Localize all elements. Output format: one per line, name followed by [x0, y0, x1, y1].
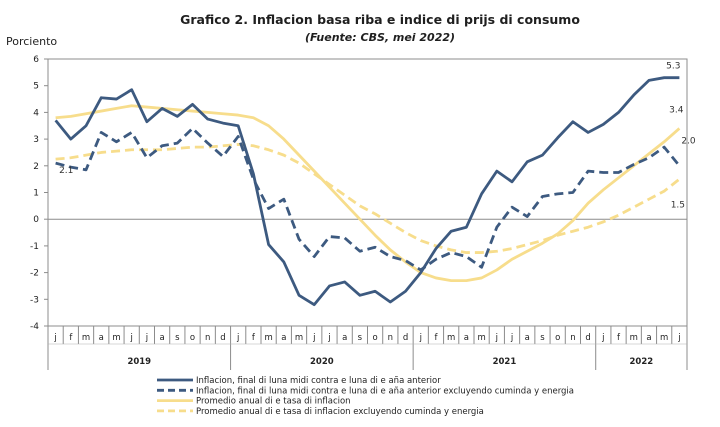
year-label: 2021 [493, 357, 517, 367]
y-tick-label: -2 [30, 269, 39, 279]
y-tick-label: 6 [33, 55, 39, 65]
month-tick-label: f [252, 333, 256, 343]
y-tick-label: -3 [30, 295, 39, 305]
legend-label-2: Inflacion, final di luna midi contra e l… [196, 386, 574, 396]
y-tick-label: 2 [33, 162, 39, 172]
month-tick-label: o [373, 333, 378, 343]
month-tick-label: s [358, 333, 363, 343]
month-tick-label: j [677, 333, 680, 343]
month-tick-label: a [464, 333, 469, 343]
month-tick-label: j [601, 333, 604, 343]
month-tick-label: f [434, 333, 438, 343]
y-tick-label: 3 [33, 135, 39, 145]
y-axis-label: Porciento [6, 35, 57, 48]
month-tick-label: n [570, 333, 575, 343]
month-tick-label: a [99, 333, 104, 343]
month-tick-label: a [646, 333, 651, 343]
month-tick-label: a [159, 333, 164, 343]
legend-label-3: Promedio anual di e tasa di inflacion [196, 397, 351, 407]
month-tick-label: m [447, 333, 455, 343]
month-tick-label: j [495, 333, 498, 343]
month-tick-label: m [82, 333, 90, 343]
data-label: 1.5 [671, 201, 685, 211]
series-line-4 [55, 143, 681, 254]
year-label: 2022 [630, 357, 654, 367]
month-tick-label: f [69, 333, 73, 343]
month-tick-label: j [236, 333, 239, 343]
month-tick-label: f [617, 333, 621, 343]
month-tick-label: n [388, 333, 393, 343]
month-tick-label: d [403, 333, 408, 343]
y-tick-label: 0 [33, 215, 39, 225]
month-tick-label: a [342, 333, 347, 343]
data-label: 3.4 [669, 106, 684, 116]
y-tick-label: -4 [30, 322, 39, 332]
month-tick-label: j [312, 333, 315, 343]
data-label: 2.1 [59, 166, 73, 176]
data-label: 5.3 [666, 62, 680, 72]
month-tick-label: j [327, 333, 330, 343]
month-tick-label: m [477, 333, 485, 343]
year-label: 2020 [310, 357, 334, 367]
month-tick-label: a [281, 333, 286, 343]
month-tick-label: j [53, 333, 56, 343]
year-label: 2019 [127, 357, 151, 367]
series-line-3 [55, 104, 681, 283]
month-tick-label: j [129, 333, 132, 343]
legend-label-4: Promedio anual di e tasa di inflacion ex… [196, 407, 484, 417]
y-tick-label: 1 [33, 189, 39, 199]
month-tick-label: j [419, 333, 422, 343]
legend-label-1: Inflacion, final di luna midi contra e l… [196, 376, 441, 386]
month-tick-label: m [295, 333, 303, 343]
series-line-2 [55, 127, 681, 272]
y-tick-label: 4 [33, 108, 39, 118]
month-tick-label: m [264, 333, 272, 343]
month-tick-label: j [510, 333, 513, 343]
chart-subtitle: (Fuente: CBS, mei 2022) [305, 31, 455, 44]
y-tick-label: 5 [33, 82, 39, 92]
chart-title: Grafico 2. Inflacion basa riba e indice … [180, 12, 580, 27]
month-tick-label: o [190, 333, 195, 343]
y-tick-label: -1 [30, 242, 39, 252]
month-tick-label: d [220, 333, 225, 343]
month-tick-label: j [145, 333, 148, 343]
data-label: 2.0 [681, 136, 696, 146]
month-tick-label: n [205, 333, 210, 343]
month-tick-label: m [112, 333, 120, 343]
month-tick-label: m [660, 333, 668, 343]
month-tick-label: a [525, 333, 530, 343]
month-tick-label: s [175, 333, 180, 343]
month-tick-label: d [585, 333, 590, 343]
series-line-1 [54, 76, 680, 307]
month-tick-label: o [555, 333, 560, 343]
plot-frame [47, 58, 688, 327]
legend: Inflacion, final di luna midi contra e l… [157, 376, 574, 417]
month-tick-label: s [540, 333, 545, 343]
month-tick-label: m [630, 333, 638, 343]
